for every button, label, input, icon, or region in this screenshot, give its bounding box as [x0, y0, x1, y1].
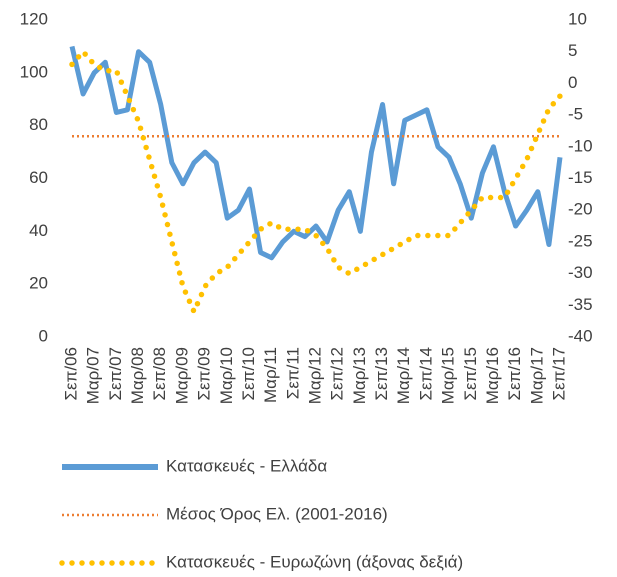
x-tick-label: Μαρ/17 [527, 347, 546, 404]
legend-label: Μέσος Όρος Ελ. (2001-2016) [166, 504, 388, 523]
y2-tick-label: 10 [568, 9, 587, 28]
y2-tick-label: -15 [568, 168, 593, 187]
y2-tick-label: -20 [568, 200, 593, 219]
x-tick-label: Μαρ/15 [439, 347, 458, 404]
y-tick-label: 100 [20, 62, 48, 81]
x-tick-label: Σεπ/14 [416, 347, 435, 400]
x-tick-label: Σεπ/13 [372, 347, 391, 400]
y2-tick-label: -5 [568, 105, 583, 124]
y2-tick-label: -25 [568, 231, 593, 250]
x-tick-label: Σεπ/07 [106, 347, 125, 400]
x-tick-label: Μαρ/10 [217, 347, 236, 404]
y2-tick-label: -30 [568, 263, 593, 282]
x-tick-label: Μαρ/13 [350, 347, 369, 404]
y2-tick-label: -10 [568, 136, 593, 155]
legend-label: Κατασκευές - Ευρωζώνη (άξονας δεξιά) [166, 552, 463, 571]
x-tick-label: Σεπ/17 [549, 347, 568, 400]
x-tick-label: Μαρ/09 [172, 347, 191, 404]
x-tick-label: Σεπ/10 [239, 347, 258, 400]
legend-label: Κατασκευές - Ελλάδα [166, 456, 327, 475]
y-tick-label: 0 [39, 326, 48, 345]
x-tick-label: Σεπ/11 [283, 347, 302, 399]
y-tick-label: 40 [29, 221, 48, 240]
x-tick-label: Σεπ/16 [505, 347, 524, 400]
x-tick-label: Μαρ/08 [128, 347, 147, 404]
data-line [69, 45, 563, 261]
y2-tick-label: 0 [568, 73, 577, 92]
x-tick-label: Μαρ/11 [261, 347, 280, 403]
x-tick-label: Σεπ/06 [61, 347, 80, 400]
x-tick-label: Σεπ/12 [328, 347, 347, 400]
x-tick-label: Σεπ/15 [461, 347, 480, 400]
x-tick-label: Μαρ/07 [84, 347, 103, 404]
y-tick-label: 20 [29, 274, 48, 293]
y2-tick-label: 5 [568, 41, 577, 60]
y2-tick-label: -40 [568, 326, 593, 345]
x-tick-label: Σεπ/09 [195, 347, 214, 400]
x-tick-label: Μαρ/14 [394, 347, 413, 404]
data-line [69, 47, 563, 319]
y-tick-label: 60 [29, 168, 48, 187]
x-tick-label: Σεπ/08 [150, 347, 169, 400]
x-tick-label: Μαρ/16 [483, 347, 502, 404]
x-tick-label: Μαρ/12 [305, 347, 324, 404]
y-tick-label: 80 [29, 115, 48, 134]
y2-tick-label: -35 [568, 295, 593, 314]
y-tick-label: 120 [20, 9, 48, 28]
